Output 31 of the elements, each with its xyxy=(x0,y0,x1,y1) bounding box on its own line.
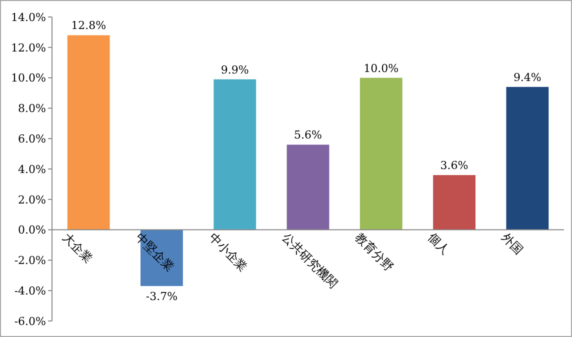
y-tick-label: 2.0% xyxy=(18,193,46,206)
x-tick-label: 中堅企業 xyxy=(133,230,177,274)
bar xyxy=(506,86,549,230)
data-label: 5.6% xyxy=(294,128,322,142)
y-tick-label: 14.0% xyxy=(11,10,46,24)
bar xyxy=(360,78,402,230)
bar xyxy=(214,79,256,230)
y-tick-label: 0.0% xyxy=(18,224,46,237)
y-tick-label: -2.0% xyxy=(14,254,46,268)
data-label: -3.7% xyxy=(146,290,178,304)
y-tick-label: -4.0% xyxy=(14,284,46,298)
bar xyxy=(433,175,476,230)
x-tick-label: 公共研究機関 xyxy=(279,230,340,291)
data-label: 9.4% xyxy=(513,70,542,84)
y-tick-label: 12.0% xyxy=(11,41,46,54)
y-tick-label: 6.0% xyxy=(18,132,46,146)
bar xyxy=(67,35,110,230)
x-tick-label: 大企業 xyxy=(60,230,96,266)
x-tick-label: 個人 xyxy=(426,230,452,257)
bar xyxy=(286,144,330,230)
y-tick-label: 10.0% xyxy=(11,72,46,85)
y-tick-label: 4.0% xyxy=(18,162,46,176)
x-tick-label: 外国 xyxy=(498,230,526,257)
data-label: 3.6% xyxy=(440,159,468,172)
data-label: 10.0% xyxy=(364,62,399,75)
y-tick-label: 8.0% xyxy=(18,102,46,116)
data-label: 12.8% xyxy=(71,19,106,32)
data-label: 9.9% xyxy=(220,63,249,76)
x-tick-label: 中小企業 xyxy=(206,230,250,274)
y-tick-label: -6.0% xyxy=(14,314,46,328)
x-tick-label: 教育分野 xyxy=(352,230,396,274)
